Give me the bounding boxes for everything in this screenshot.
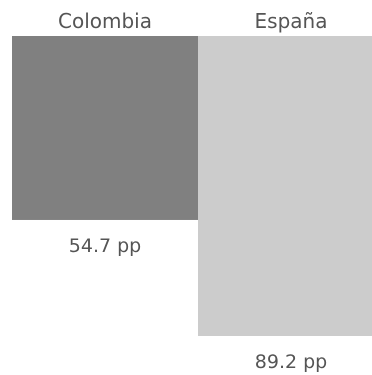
value-label-colombia: 54.7 pp	[69, 235, 141, 257]
bars-group	[12, 36, 372, 336]
category-label-espana: España	[255, 9, 328, 33]
category-labels-group: Colombia España	[58, 9, 327, 33]
bar-espana	[198, 36, 372, 336]
value-label-espana: 89.2 pp	[255, 351, 327, 373]
value-labels-group: 54.7 pp 89.2 pp	[69, 235, 327, 373]
bar-colombia	[12, 36, 198, 220]
category-label-colombia: Colombia	[58, 9, 152, 33]
